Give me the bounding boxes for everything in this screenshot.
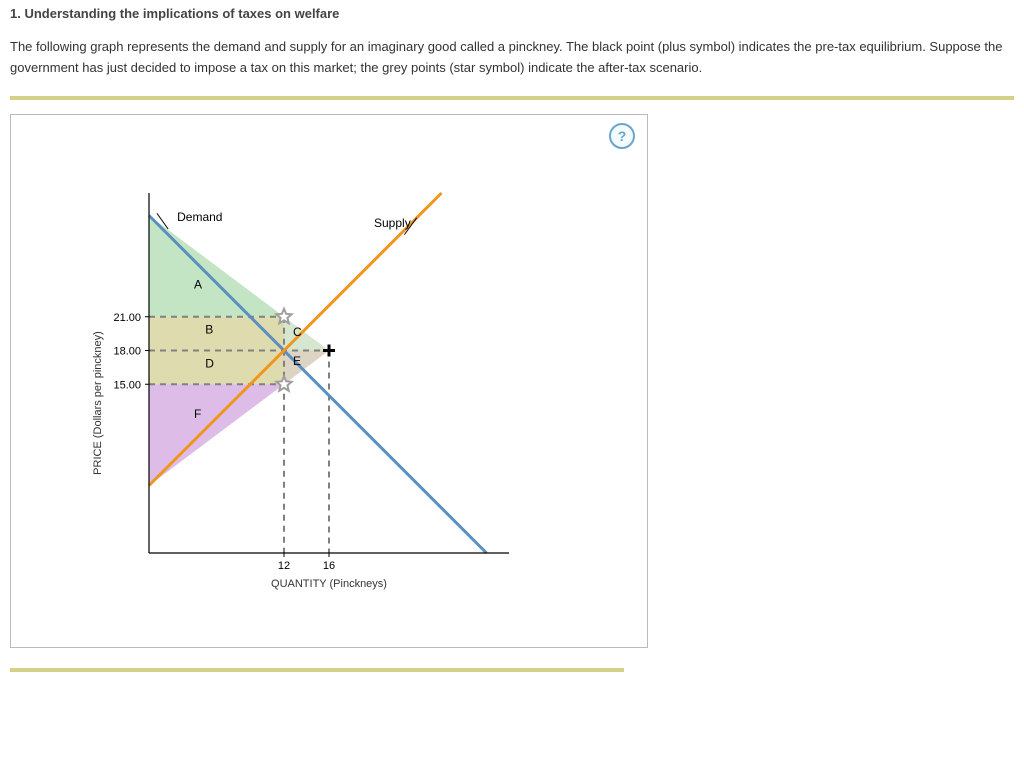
chart-container: ? 15.00 18.00 21.00 12 16 QUANTITY (Pinckneys… [10, 114, 648, 648]
region-label-E: E [293, 355, 301, 369]
region-D [149, 351, 284, 385]
region-label-A: A [194, 278, 202, 292]
x-axis-label: QUANTITY (Pinckneys) [271, 578, 387, 590]
region-label-C: C [293, 325, 302, 339]
demand-label: Demand [177, 211, 222, 225]
help-icon[interactable]: ? [609, 123, 635, 149]
supply-demand-chart: 15.00 18.00 21.00 12 16 QUANTITY (Pinckneys) P… [79, 163, 579, 623]
x-tick-12: 12 [278, 560, 290, 572]
problem-heading: 1. Understanding the implications of tax… [10, 4, 1014, 25]
y-tick-21: 21.00 [113, 312, 141, 324]
region-B [149, 317, 284, 351]
x-tick-16: 16 [323, 560, 335, 572]
problem-text: The following graph represents the deman… [10, 37, 1014, 79]
region-F [149, 385, 284, 486]
divider-bottom [10, 668, 624, 672]
divider-top [10, 96, 1014, 100]
supply-label: Supply [374, 216, 411, 230]
y-axis-label: PRICE (Dollars per pinckney) [92, 332, 104, 476]
region-label-D: D [205, 357, 214, 371]
region-label-B: B [205, 323, 213, 337]
region-A [149, 216, 284, 317]
region-label-F: F [194, 407, 201, 421]
y-tick-18: 18.00 [113, 346, 141, 358]
y-tick-15: 15.00 [113, 380, 141, 392]
